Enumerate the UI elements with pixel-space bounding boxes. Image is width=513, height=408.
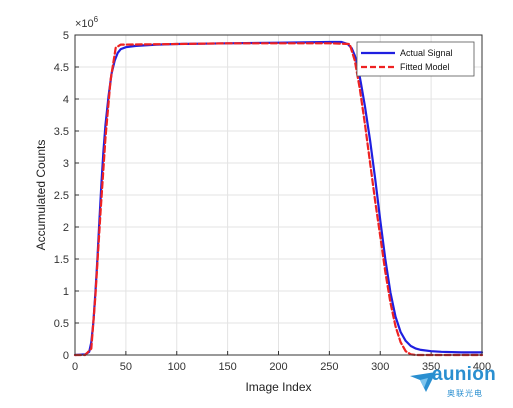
y-tick-label: 2 (63, 222, 69, 234)
x-tick-label: 50 (120, 361, 132, 373)
series-line-actual-signal (73, 40, 484, 357)
y-tick-label: 0.5 (54, 318, 69, 330)
x-tick-label: 250 (320, 361, 338, 373)
x-tick-label: 350 (422, 361, 440, 373)
watermark-subtitle: 奥联光电 (447, 389, 483, 398)
ticks: 0 50 100 150 200 250 300 350 400 0 0.5 1 1.5 2 2.5 3 3.5… (54, 30, 491, 373)
y-tick-label: 5 (63, 30, 69, 42)
plot-frame (74, 34, 483, 356)
y-tick-label: 1.5 (54, 254, 69, 266)
legend-box (356, 41, 475, 77)
x-tick-label: 200 (269, 361, 287, 373)
x-tick-label: 150 (218, 361, 236, 373)
x-tick-label: 300 (371, 361, 389, 373)
x-axis-title: Image Index (245, 380, 311, 394)
y-tick-label: 4 (63, 94, 69, 106)
y-tick-label: 4.5 (54, 62, 69, 74)
legend-label-actual-signal: Actual Signal (400, 48, 453, 58)
legend: Actual Signal Fitted Model (356, 41, 475, 77)
watermark-logo-mark (410, 372, 436, 392)
y-axis-title: Accumulated Counts (34, 140, 48, 251)
y-tick-label: 3.5 (54, 126, 69, 138)
y-tick-label: 3 (63, 158, 69, 170)
x-tick-label: 400 (473, 361, 491, 373)
y-tick-label: 0 (63, 350, 69, 362)
y-tick-label: 1 (63, 286, 69, 298)
y-tick-label: 2.5 (54, 190, 69, 202)
y-exponent-label: ×106 (75, 15, 99, 30)
x-tick-label: 0 (72, 361, 78, 373)
watermark-brand: aunion (432, 364, 497, 385)
x-tick-label: 100 (168, 361, 186, 373)
legend-label-fitted-model: Fitted Model (400, 62, 450, 72)
